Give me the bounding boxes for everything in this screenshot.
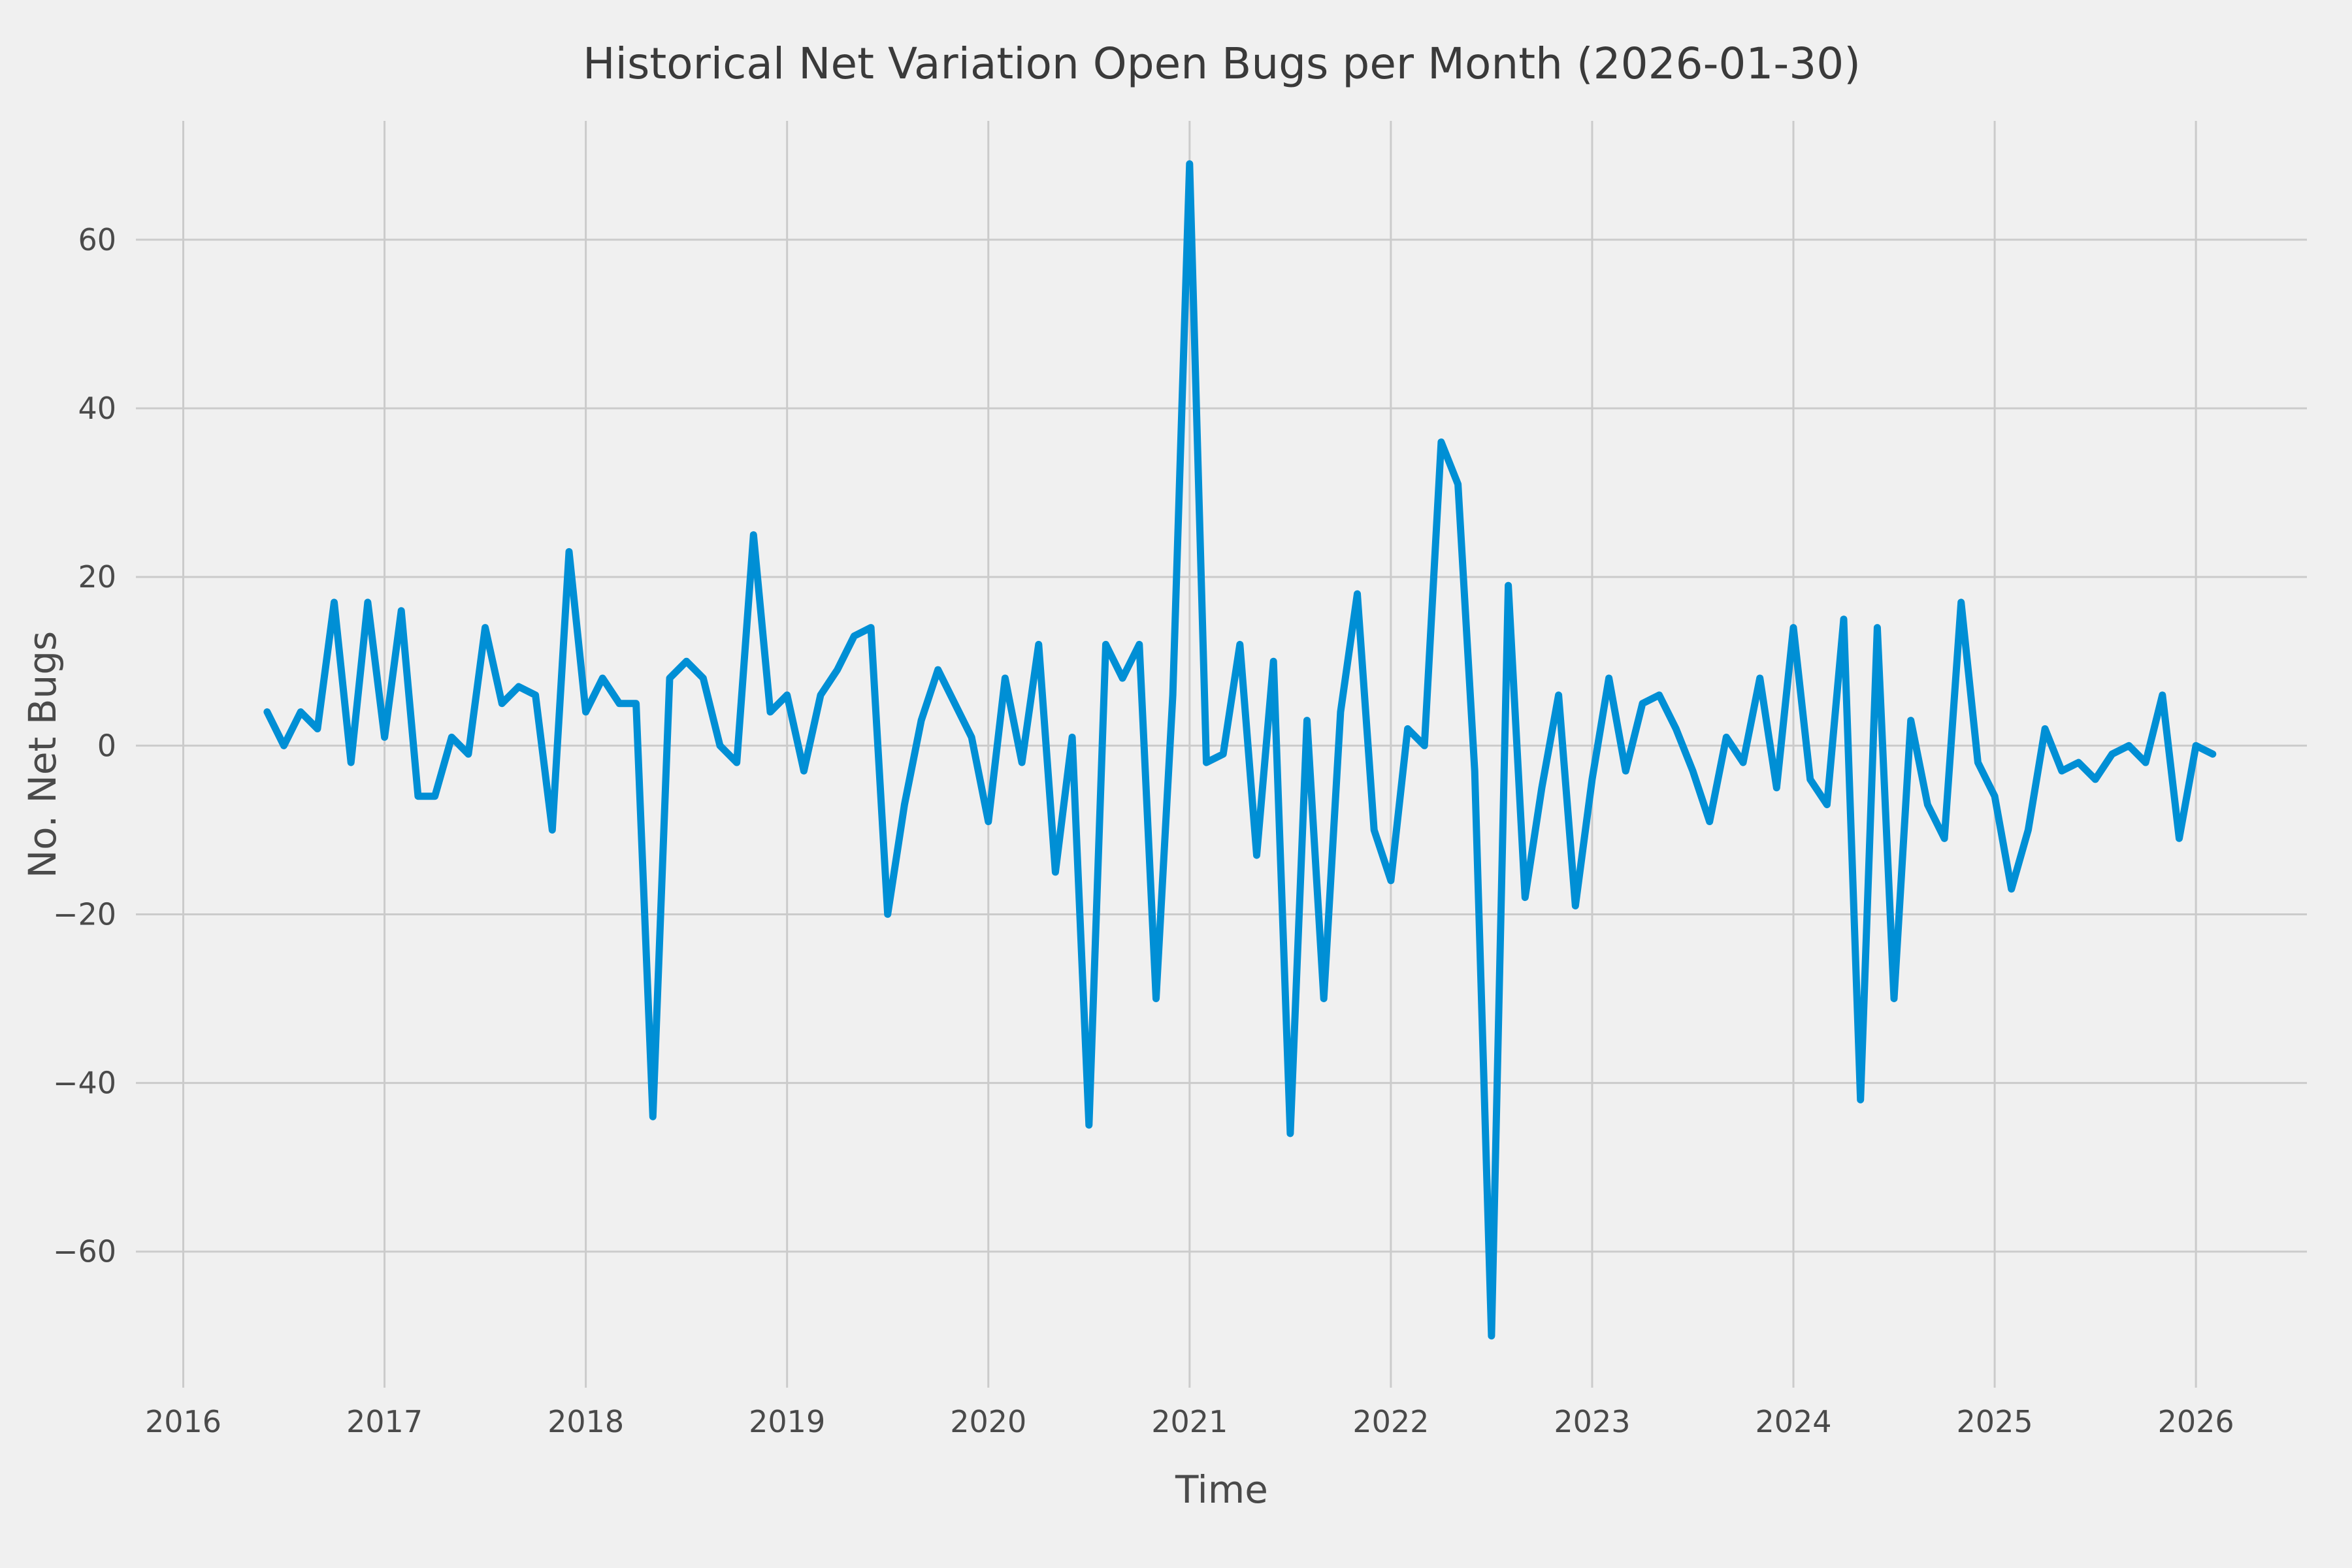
gridlines: [136, 121, 2307, 1388]
chart-title: Historical Net Variation Open Bugs per M…: [583, 39, 1861, 89]
x-tick-label: 2024: [1755, 1404, 1831, 1439]
x-tick-label: 2023: [1554, 1404, 1630, 1439]
y-tick-label: −20: [53, 896, 116, 932]
y-axis-label: No. Net Bugs: [20, 631, 65, 879]
y-tick-label: −60: [53, 1234, 116, 1269]
x-tick-label: 2022: [1352, 1404, 1429, 1439]
y-tick-label: 40: [78, 391, 116, 426]
x-tick-label: 2026: [2158, 1404, 2234, 1439]
x-tick-label: 2021: [1151, 1404, 1228, 1439]
x-tick-labels: 2016 2017 2018 2019 2020 2021 2022 2023 2024 2025…: [145, 1404, 2234, 1439]
x-tick-label: 2016: [145, 1404, 221, 1439]
y-tick-labels: −60 −40 −20 0 20 40 60: [53, 222, 116, 1269]
x-tick-label: 2017: [346, 1404, 423, 1439]
y-tick-label: 0: [97, 728, 116, 763]
data-line-group: [263, 160, 2217, 1340]
data-line: [263, 160, 2217, 1340]
x-tick-label: 2018: [547, 1404, 624, 1439]
x-tick-label: 2025: [1957, 1404, 2033, 1439]
y-tick-label: 20: [78, 559, 116, 595]
y-tick-label: 60: [78, 222, 116, 257]
x-axis-label: Time: [1175, 1467, 1268, 1512]
x-tick-label: 2020: [950, 1404, 1026, 1439]
y-tick-label: −40: [53, 1066, 116, 1101]
x-tick-label: 2019: [749, 1404, 825, 1439]
